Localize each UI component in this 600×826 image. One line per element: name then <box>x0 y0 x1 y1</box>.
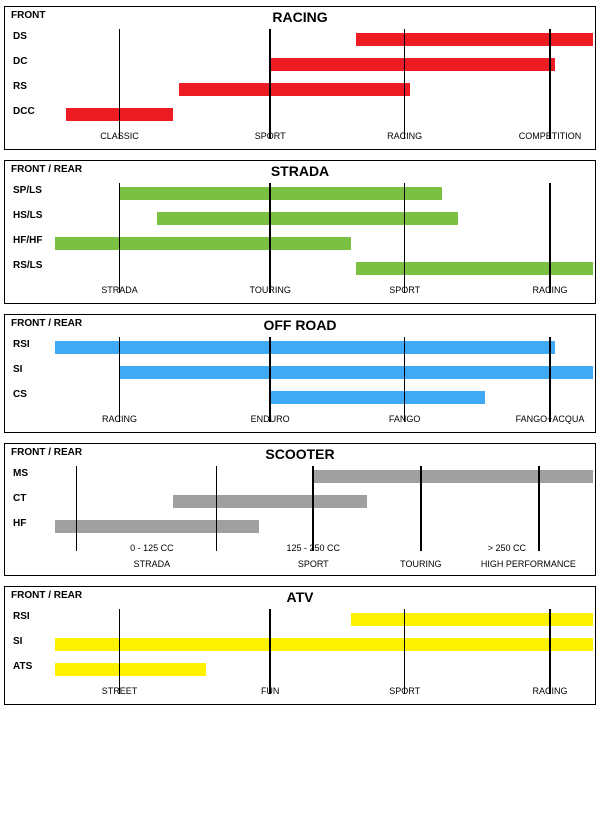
axis-label: STRADA <box>101 285 138 295</box>
axis-row: STRADA SPORT TOURING HIGH PERFORMANCE <box>5 557 595 571</box>
row-label: CT <box>13 493 26 504</box>
chart-container: FRONTRACINGDSDCRSDCCCLASSICSPORTRACINGCO… <box>4 6 596 705</box>
chart-row: RS <box>5 79 595 101</box>
range-bar <box>270 391 485 404</box>
range-bar <box>120 366 593 379</box>
range-bar <box>120 187 443 200</box>
range-bar <box>173 495 367 508</box>
row-label: RS <box>13 81 27 92</box>
panel-offroad: FRONT / REAROFF ROADRSISICSRACINGENDUROF… <box>4 314 596 433</box>
axis-row: CLASSIC SPORT RACING COMPETITION <box>5 129 595 145</box>
row-label: HS/LS <box>13 210 42 221</box>
range-bar <box>66 108 174 121</box>
chart-row: RS/LS <box>5 258 595 280</box>
axis-label: > 250 CC <box>488 543 526 553</box>
chart-row: ATS <box>5 659 595 681</box>
range-bar <box>55 237 351 250</box>
axis-row: STREET FUN SPORT RACING <box>5 684 595 700</box>
plot-area: RSI SI CS RACING ENDURO FANGO FANGO+ACQUA <box>5 337 595 428</box>
row-label: SP/LS <box>13 185 42 196</box>
row-label: HF/HF <box>13 235 42 246</box>
row-label: SI <box>13 364 22 375</box>
chart-row: SP/LS <box>5 183 595 205</box>
axis-label: ENDURO <box>251 414 290 424</box>
axis-label: STRADA <box>134 559 171 569</box>
axis-label: CLASSIC <box>100 131 139 141</box>
chart-row: HS/LS <box>5 208 595 230</box>
range-bar <box>356 262 593 275</box>
range-bar <box>157 212 458 225</box>
plot-area: DS DC RS DCC CLASSIC SPORT RACING COMPETITION <box>5 29 595 145</box>
range-bar <box>351 613 593 626</box>
row-label: DS <box>13 31 27 42</box>
range-bar <box>356 33 593 46</box>
panel-scooter: FRONT / REARSCOOTERMSCTHF0 - 125 CC125 -… <box>4 443 596 576</box>
panel-racing: FRONTRACINGDSDCRSDCCCLASSICSPORTRACINGCO… <box>4 6 596 150</box>
axis-row: 0 - 125 CC 125 - 250 CC > 250 CC <box>5 541 595 557</box>
axis-label: SPORT <box>389 686 420 696</box>
range-bar <box>270 58 555 71</box>
axis-label: RACING <box>387 131 422 141</box>
axis-label: RACING <box>532 686 567 696</box>
row-label: MS <box>13 468 28 479</box>
axis-label: SPORT <box>255 131 286 141</box>
panel-title: OFF ROAD <box>5 317 595 333</box>
chart-row: RSI <box>5 337 595 359</box>
row-label: RS/LS <box>13 260 42 271</box>
row-label: SI <box>13 636 22 647</box>
row-label: RSI <box>13 339 30 350</box>
chart-row: CS <box>5 387 595 409</box>
row-label: ATS <box>13 661 32 672</box>
panel-strada: FRONT / REARSTRADASP/LSHS/LSHF/HFRS/LSST… <box>4 160 596 304</box>
axis-label: COMPETITION <box>519 131 582 141</box>
panel-title: ATV <box>5 589 595 605</box>
panel-title: SCOOTER <box>5 446 595 462</box>
chart-row: DS <box>5 29 595 51</box>
plot-area: RSI SI ATS STREET FUN SPORT RACING <box>5 609 595 700</box>
axis-label: FANGO <box>389 414 421 424</box>
axis-label: TOURING <box>400 559 441 569</box>
row-label: DC <box>13 56 27 67</box>
axis-label: 0 - 125 CC <box>130 543 174 553</box>
row-label: HF <box>13 518 26 529</box>
row-label: RSI <box>13 611 30 622</box>
chart-row: DC <box>5 54 595 76</box>
row-label: DCC <box>13 106 35 117</box>
axis-label: FUN <box>261 686 280 696</box>
range-bar <box>55 663 206 676</box>
axis-label: 125 - 250 CC <box>286 543 340 553</box>
axis-label: SPORT <box>298 559 329 569</box>
axis-label: SPORT <box>389 285 420 295</box>
chart-row: HF/HF <box>5 233 595 255</box>
axis-label: RACING <box>532 285 567 295</box>
chart-row: SI <box>5 634 595 656</box>
axis-label: HIGH PERFORMANCE <box>481 559 576 569</box>
row-label: CS <box>13 389 27 400</box>
range-bar <box>179 83 410 96</box>
axis-label: RACING <box>102 414 137 424</box>
axis-label: FANGO+ACQUA <box>516 414 585 424</box>
panel-atv: FRONT / REARATVRSISIATSSTREETFUNSPORTRAC… <box>4 586 596 705</box>
axis-row: RACING ENDURO FANGO FANGO+ACQUA <box>5 412 595 428</box>
chart-row: RSI <box>5 609 595 631</box>
panel-title: RACING <box>5 9 595 25</box>
chart-row: HF <box>5 516 595 538</box>
range-bar <box>55 341 555 354</box>
range-bar <box>313 470 593 483</box>
plot-area: SP/LS HS/LS HF/HF RS/LS STRADA TOURING SPORT RA… <box>5 183 595 299</box>
chart-row: SI <box>5 362 595 384</box>
axis-label: STREET <box>102 686 138 696</box>
plot-area: MS CT HF 0 - 125 CC 125 - 250 CC > 250 CC STRA… <box>5 466 595 571</box>
panel-title: STRADA <box>5 163 595 179</box>
chart-row: DCC <box>5 104 595 126</box>
axis-row: STRADA TOURING SPORT RACING <box>5 283 595 299</box>
chart-row: MS <box>5 466 595 488</box>
range-bar <box>55 638 593 651</box>
chart-row: CT <box>5 491 595 513</box>
range-bar <box>55 520 259 533</box>
axis-label: TOURING <box>250 285 291 295</box>
